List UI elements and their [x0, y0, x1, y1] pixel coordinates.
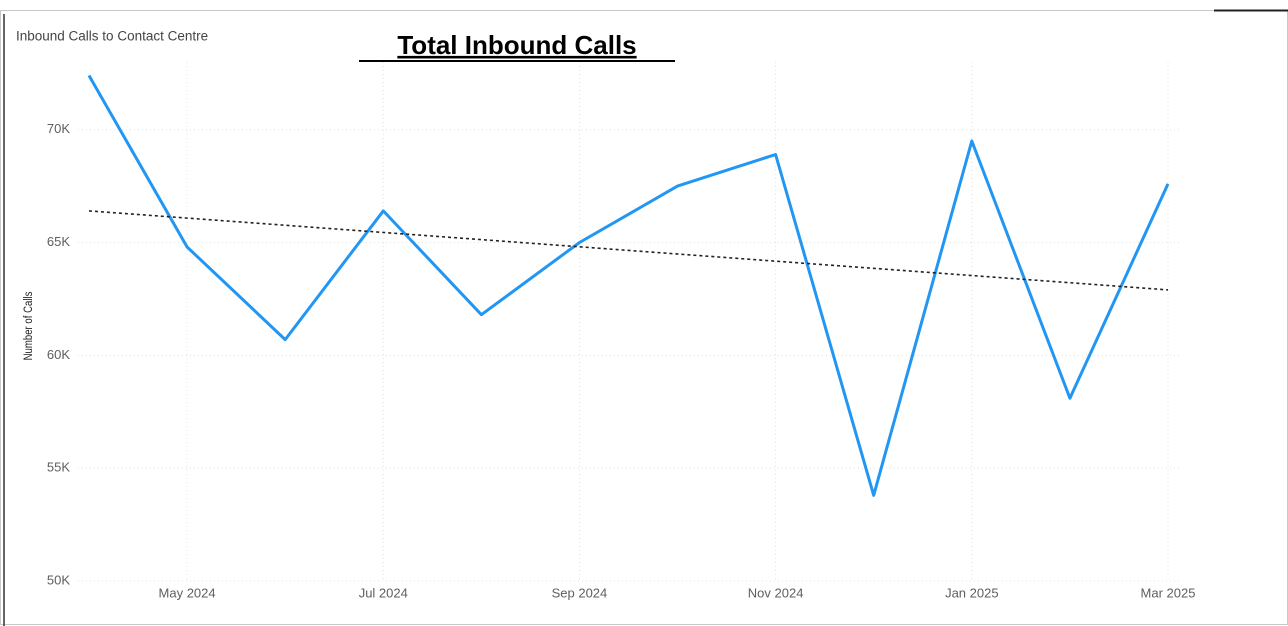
frame: [0, 10, 1288, 625]
x-tick-label: Sep 2024: [552, 585, 608, 600]
y-tick-label: 50K: [47, 572, 70, 587]
y-tick-label: 65K: [47, 234, 70, 249]
trend-line: [88, 210, 1169, 291]
chart-title: Total Inbound Calls: [397, 30, 636, 60]
x-tick-label: May 2024: [159, 585, 216, 600]
y-tick-label: 70K: [47, 121, 70, 136]
x-tick-label: Jan 2025: [945, 585, 999, 600]
y-axis-label: Number of Calls: [22, 291, 35, 360]
x-tick-label: Mar 2025: [1141, 585, 1196, 600]
data-line: [87, 74, 1170, 497]
y-tick-label: 55K: [47, 460, 70, 475]
y-tick-label: 60K: [47, 347, 70, 362]
x-tick-label: Jul 2024: [359, 585, 408, 600]
x-tick-label: Nov 2024: [748, 585, 804, 600]
chart-subtitle: Inbound Calls to Contact Centre: [16, 29, 208, 44]
